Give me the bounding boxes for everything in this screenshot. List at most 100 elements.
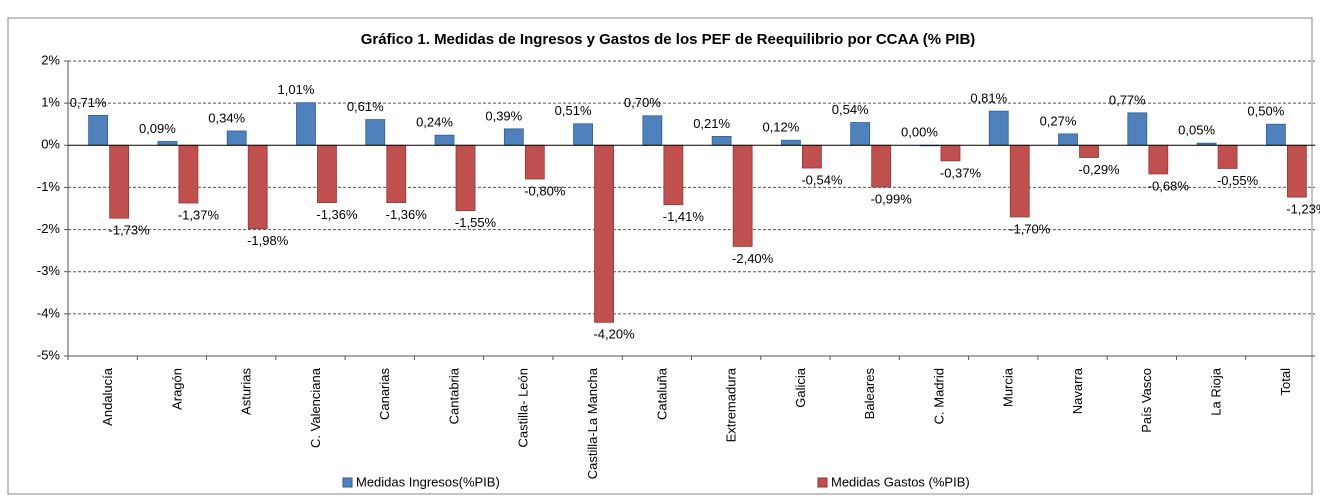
value-label: 0,50% [1247,104,1284,119]
bar [455,144,476,212]
value-label: -2,40% [732,251,774,266]
value-label: -1,73% [109,223,151,238]
bar [109,144,130,219]
value-label: 1,01% [278,82,315,97]
bar [157,141,178,146]
bar [781,139,801,146]
y-tick-label: -1% [37,179,61,194]
x-tick-label: Murcia [1001,367,1016,407]
x-tick-label: Andalucía [100,367,115,426]
y-tick-label: -4% [37,305,61,320]
x-tick-label: Extremadura [724,367,739,442]
y-tick-label: 1% [41,95,60,110]
value-label: 0,61% [347,99,384,114]
value-label: -1,36% [316,207,358,222]
x-tick-label: Cantabria [446,367,461,424]
legend-swatch [342,477,353,488]
legend-swatch [817,477,828,488]
legend-label: Medidas Ingresos(%PIB) [356,474,500,489]
bar [178,144,199,204]
bar [732,144,753,247]
value-label: -1,55% [455,215,497,230]
value-label: -0,99% [871,191,913,206]
bar [1148,144,1169,175]
x-tick-label: C. Valenciana [308,367,323,448]
legend-label: Medidas Gastos (%PIB) [831,474,970,489]
bar [940,144,961,162]
value-label: 0,81% [970,91,1007,106]
bar [386,144,407,204]
x-tick-label: Navarra [1070,367,1085,414]
bar [988,110,1009,146]
bar [1009,144,1030,218]
value-label: -1,41% [663,209,705,224]
bar [573,123,593,146]
bar [88,114,109,146]
value-label: 0,00% [901,125,938,140]
bar [1079,144,1099,158]
bar [226,130,247,146]
bar [317,144,337,204]
value-label: 0,51% [555,103,592,118]
x-tick-label: Cataluña [654,367,669,420]
x-tick-label: Baleares [862,368,877,420]
x-tick-label: La Rioja [1209,367,1224,415]
chart-title: Gráfico 1. Medidas de Ingresos y Gastos … [361,31,976,48]
bar [1058,133,1078,146]
bar [1217,144,1238,169]
value-label: -0,80% [524,183,566,198]
y-tick-label: -3% [37,263,61,278]
bar [594,144,614,323]
bar [1127,112,1148,146]
x-tick-label: Asturias [239,368,254,415]
value-label: 0,05% [1178,123,1215,138]
bar [296,102,316,146]
value-label: 0,71% [70,95,107,110]
value-label: 0,24% [416,115,453,130]
value-label: 0,34% [208,110,245,125]
bar [434,134,455,146]
bar [1286,144,1307,198]
value-label: -0,29% [1078,162,1120,177]
bar [524,144,545,180]
x-tick-label: País Vasco [1139,368,1154,433]
value-label: -1,70% [1009,221,1051,236]
bar [850,122,871,146]
value-label: -0,54% [801,172,843,187]
value-label: 0,12% [762,120,799,135]
bar [711,136,732,146]
value-label: -1,23% [1286,202,1320,217]
value-label: -1,37% [178,207,220,222]
bar [503,128,524,146]
value-label: 0,77% [1109,92,1146,107]
x-tick-label: Galicia [793,367,808,408]
value-label: 0,39% [485,108,522,123]
value-label: -1,98% [247,233,289,248]
bar [663,144,684,206]
x-tick-label: C. Madrid [931,368,946,424]
y-tick-label: -5% [37,347,61,362]
x-tick-label: Aragón [169,368,184,410]
value-label: 0,21% [693,116,730,131]
value-label: -4,20% [593,327,635,342]
x-tick-label: Castilla- León [516,368,531,448]
y-tick-label: -2% [37,221,61,236]
value-label: 0,27% [1040,113,1077,128]
value-label: -1,36% [386,207,428,222]
value-label: 0,54% [832,102,869,117]
bar [642,115,663,146]
bar [871,144,892,188]
x-tick-label: Castilla-La Mancha [585,367,600,479]
bar [365,119,386,146]
bar [802,144,822,169]
value-label: 0,70% [624,95,661,110]
value-label: 0,09% [139,121,176,136]
bar [1265,123,1286,146]
value-label: -0,37% [940,165,982,180]
chart-border [7,17,1313,495]
x-tick-label: Total [1278,368,1293,396]
y-tick-label: 0% [41,137,60,152]
bar [247,144,268,230]
value-label: -0,68% [1148,178,1190,193]
